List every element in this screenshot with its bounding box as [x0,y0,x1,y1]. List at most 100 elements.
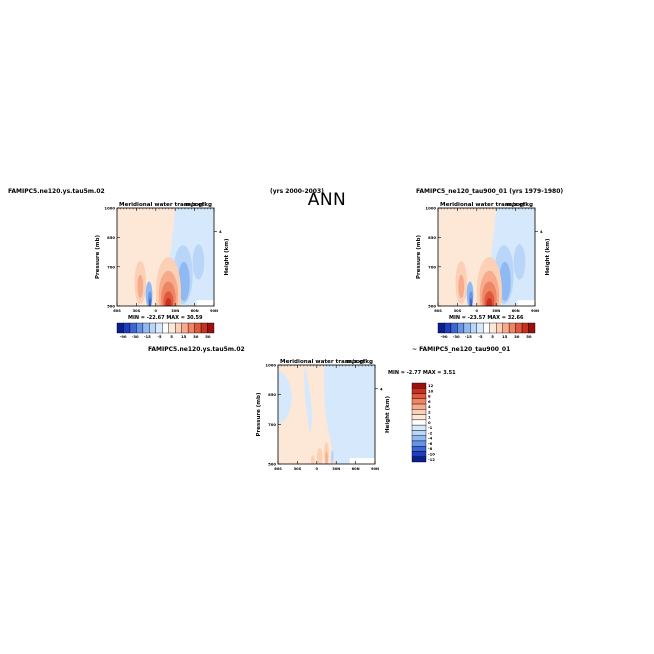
contour-cool-6 [469,298,473,306]
colorbar-swatch [168,322,176,334]
colorbar-swatch [142,322,150,334]
colorbar-label: -15 [144,334,151,339]
colorbar-swatch [155,322,163,334]
colorbar-swatch [457,322,465,334]
negative-region-2 [278,369,292,425]
y-tick-label: 700 [428,264,436,269]
colorbar-right: -90 -30 -15 -5 5 15 30 50 [437,322,536,339]
years-label: (yrs 2000-2003) [270,188,324,195]
colorbar-label: -30 [453,334,460,339]
colorbar-label: -5 [478,334,483,339]
colorbar-label: 50 [205,334,211,339]
contour-cool-3 [513,244,526,280]
contour-warm-side-2 [137,274,144,299]
panel-difference: 60S 30S 0 30N 60N 90N 500 700 850 1000 4 Meridional… [256,359,391,471]
colorbar-swatch [411,446,427,452]
left-min-max: MIN = -22.67 MAX = 30.59 [128,315,203,321]
colorbar-label: -15 [465,334,472,339]
colorbar-swatch [463,322,471,334]
right-axis-label: Height (km) [385,395,391,433]
right-min-max: MIN = -23.57 MAX = 32.66 [449,315,524,321]
colorbar-label: 5 [491,334,494,339]
x-tick-label: 90N [531,309,539,313]
y-tick-label: 500 [107,304,115,309]
colorbar-swatch [437,322,445,334]
x-tick-label: 30S [454,309,462,313]
diff-min-max: MIN = -2.77 MAX = 3.51 [388,370,456,376]
diff-warm-3 [325,451,328,464]
x-tick-label: 30N [171,309,179,313]
colorbar-swatch [521,322,529,334]
colorbar-label: -2 [428,430,433,435]
colorbar-swatch [444,322,452,334]
colorbar-label: -30 [132,334,139,339]
contour-warm-5 [165,298,172,306]
diff-case-b-label: ~ FAMIPC5_ne120_tau900_01 [412,346,511,353]
colorbar-label: -1 [428,425,433,430]
y-tick-label: 850 [107,235,115,240]
colorbar-label: -4 [428,436,433,441]
x-tick-label: 90N [371,467,379,471]
x-tick-label: 0 [155,309,158,313]
colorbar-swatch [411,451,427,457]
diff-warm-4 [310,455,315,464]
panel-right: 60S 30S 0 30N 60N 90N 500 700 850 1000 4 Meridional… [416,202,551,313]
right-case-label: FAMIPC5_ne120_tau900_01 (yrs 1979-1980) [416,188,564,195]
colorbar-swatch [528,322,536,334]
colorbar-label: 0 [428,420,431,425]
y-tick-label: 500 [268,462,276,467]
colorbar-swatch [450,322,458,334]
height-tick-label: 4 [380,386,383,391]
x-tick-label: 30N [332,467,340,471]
topography-mask [517,300,535,306]
y-axis-label: Pressure (mb) [95,235,101,279]
colorbar-swatch [411,393,427,399]
x-tick-label: 60S [434,309,442,313]
contour-warm-5 [486,298,493,306]
height-tick-label: 4 [219,229,222,234]
page-title: ANN [307,190,347,210]
colorbar-label: -10 [428,452,435,457]
colorbar-label: -90 [120,334,127,339]
colorbar-swatch [411,424,427,431]
y-tick-label: 1000 [265,363,276,368]
panel-title: Meridional water transport [440,202,526,208]
x-tick-label: 60N [191,309,199,313]
y-tick-label: 1000 [104,206,115,211]
colorbar-label: 50 [526,334,532,339]
colorbar-swatch [496,322,503,334]
colorbar-swatch [181,322,189,334]
negative-region [324,365,375,464]
colorbar-label: -5 [157,334,162,339]
right-axis-label: Height (km) [545,238,551,276]
colorbar-swatch [411,435,427,442]
left-case-label: FAMIPC5.ne120.ys.tau5m.02 [8,188,105,195]
colorbar-swatch [411,382,427,389]
colorbar-swatch [470,322,478,334]
field-difference [278,365,375,464]
x-tick-label: 60N [512,309,520,313]
colorbar-swatch [411,430,427,436]
contour-cool-6 [148,298,152,306]
colorbar-swatch [489,322,497,334]
x-tick-label: 30N [492,309,500,313]
y-tick-label: 1000 [425,206,436,211]
y-tick-label: 700 [268,422,276,427]
x-tick-label: 30S [294,467,302,471]
colorbar-swatch [476,322,484,334]
y-tick-label: 500 [428,304,436,309]
colorbar-swatch [174,322,182,334]
panel-units: m/s g/kg [346,359,373,365]
colorbar-label: 30 [514,334,520,339]
colorbar-label: 10 [428,388,434,393]
x-tick-label: 60S [274,467,282,471]
panel-left: 60S 30S 0 30N 60N 90N 500 700 850 1000 4 Meridional… [95,202,230,313]
colorbar-label: 8 [428,394,431,399]
colorbar-swatch [483,322,490,334]
colorbar-swatch [136,322,144,334]
x-tick-label: 60N [352,467,360,471]
right-axis-label: Height (km) [224,238,230,276]
colorbar-swatch [194,322,202,334]
colorbar-swatch [411,414,427,421]
